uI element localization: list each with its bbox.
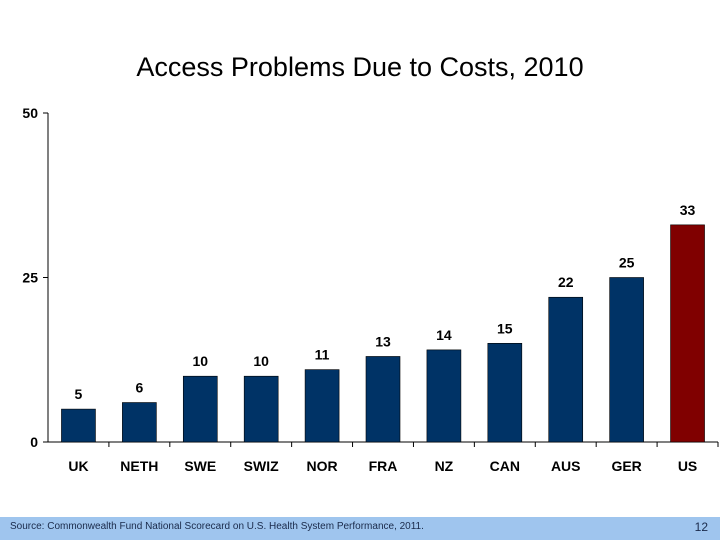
data-label-can: 15 — [497, 320, 513, 336]
bar-can — [487, 342, 523, 443]
x-tick-label-neth: NETH — [120, 458, 158, 474]
bar-swe — [182, 375, 218, 443]
y-tick-label: 50 — [22, 105, 38, 121]
x-tick-label-swiz: SWIZ — [244, 458, 279, 474]
x-tick-label-nor: NOR — [307, 458, 338, 474]
data-label-aus: 22 — [558, 274, 574, 290]
footer-bar: Source: Commonwealth Fund National Score… — [0, 517, 720, 540]
data-label-ger: 25 — [619, 255, 635, 271]
bar-ger — [609, 277, 644, 443]
chart-title: Access Problems Due to Costs, 2010 — [136, 52, 584, 82]
x-tick-label-aus: AUS — [551, 458, 581, 474]
bar-nz — [426, 349, 462, 443]
x-tick-label-can: CAN — [490, 458, 520, 474]
data-label-fra: 13 — [375, 333, 391, 349]
x-tick-label-ger: GER — [611, 458, 641, 474]
x-tick-label-swe: SWE — [184, 458, 216, 474]
bar-neth — [122, 402, 157, 443]
bar-aus — [548, 296, 584, 443]
bar-nor — [304, 369, 340, 443]
data-label-nz: 14 — [436, 327, 452, 343]
data-label-neth: 6 — [135, 380, 143, 396]
y-tick-label: 25 — [22, 270, 38, 286]
data-label-nor: 11 — [315, 347, 330, 363]
bar-uk — [61, 408, 96, 443]
x-tick-label-us: US — [678, 458, 697, 474]
bar-chart: 0 25 50 5 UK 6 NETH 10 SWE 10 SWIZ 11 NOR 13 FRA 14 NZ 15… — [22, 105, 719, 474]
data-label-us: 33 — [680, 202, 696, 218]
x-tick-label-uk: UK — [68, 458, 88, 474]
x-tick-label-fra: FRA — [369, 458, 398, 474]
bar-fra — [365, 356, 401, 443]
data-label-uk: 5 — [75, 386, 83, 402]
bar-us — [670, 224, 705, 443]
x-tick-label-nz: NZ — [435, 458, 454, 474]
data-label-swe: 10 — [192, 353, 208, 369]
bar-swiz — [243, 375, 279, 443]
source-note: Source: Commonwealth Fund National Score… — [10, 521, 424, 532]
page-number: 12 — [694, 520, 708, 534]
data-label-swiz: 10 — [253, 353, 269, 369]
y-tick-label: 0 — [30, 434, 38, 450]
